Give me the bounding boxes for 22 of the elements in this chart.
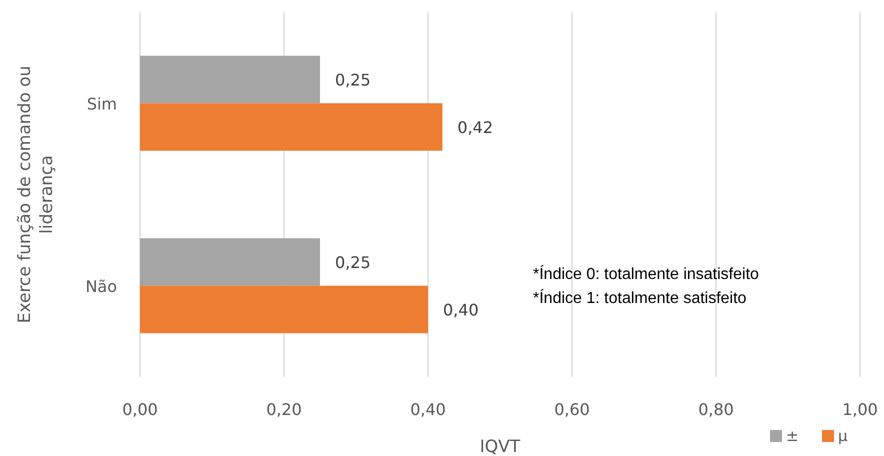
x-axis-title: IQVT [480,437,521,456]
bar [140,238,320,286]
bar [140,286,428,334]
y-axis-title: Exerce função de comando ou liderança [15,66,57,324]
x-tick-label: 1,00 [842,400,878,419]
data-label: 0,25 [335,253,371,272]
data-label: 0,40 [443,300,479,320]
legend-label: ± [786,427,799,445]
bar [140,56,320,104]
x-tick-label: 0,80 [698,400,734,419]
x-tick-label: 0,20 [266,400,302,419]
annotation: *Índice 1: totalmente satisfeito [533,289,747,307]
y-tick-label: Não [85,276,117,296]
x-tick-label: 0,00 [122,400,158,419]
y-tick-label: Sim [86,94,117,114]
bar [140,103,442,151]
data-label: 0,25 [335,70,371,90]
x-tick-label: 0,40 [410,400,446,419]
data-label: 0,42 [457,118,494,137]
x-tick-label: 0,60 [554,400,590,419]
annotation: *Índice 0: totalmente insatisfeito [533,265,760,283]
legend-label: μ [838,427,848,445]
